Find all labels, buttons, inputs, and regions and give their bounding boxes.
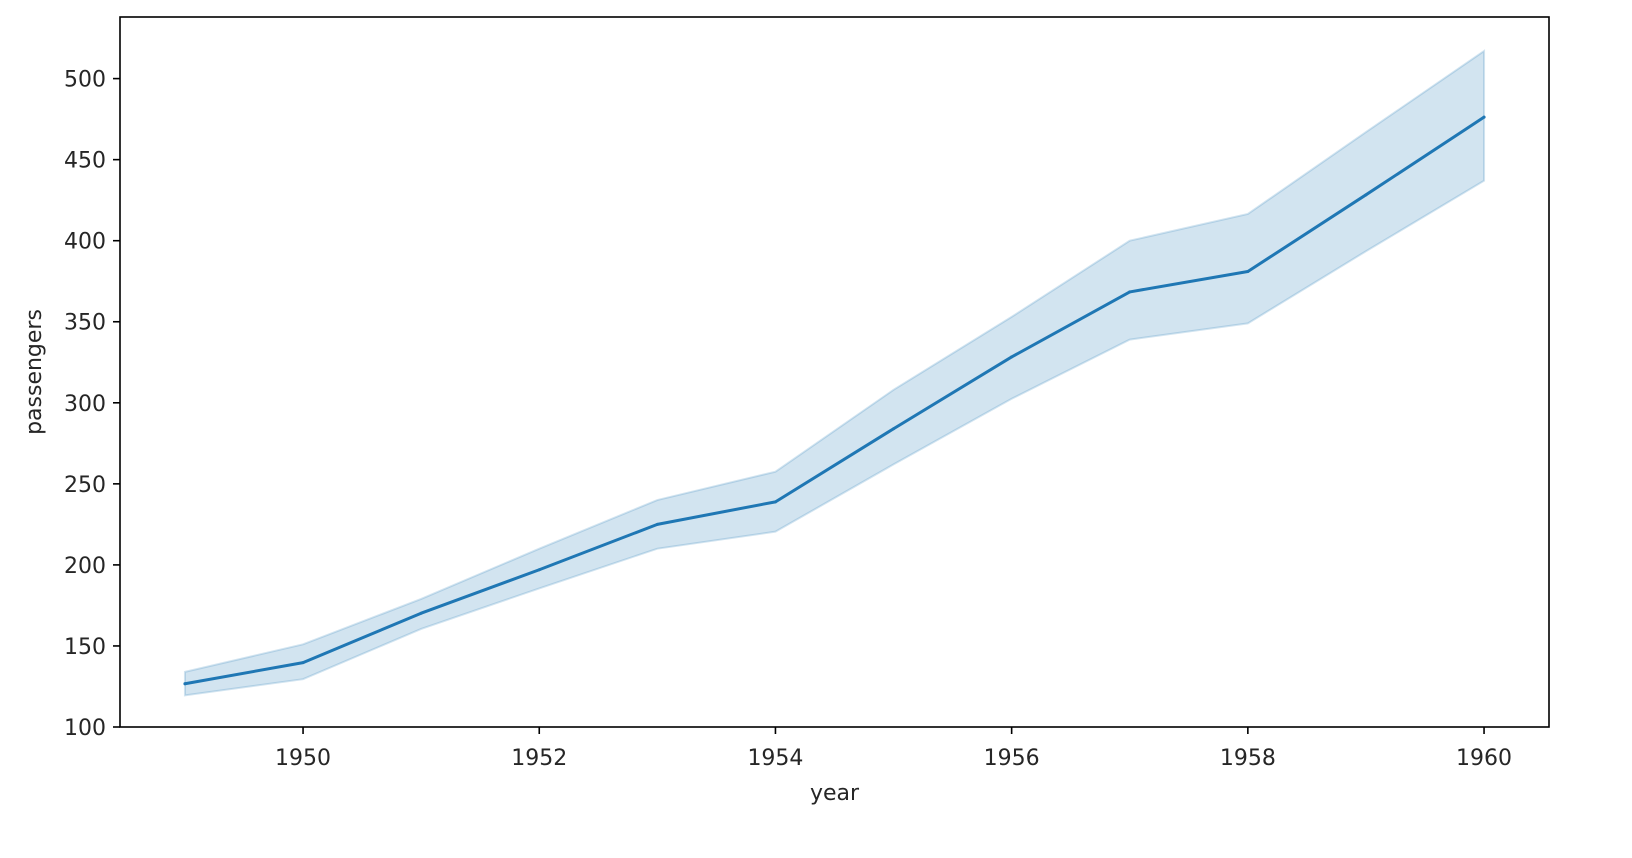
x-tick-label: 1956 [984,746,1040,771]
confidence-band [183,49,1486,697]
data-point [419,611,423,615]
data-point [1010,355,1014,359]
data-point [1482,115,1486,119]
data-point [183,682,187,686]
y-axis-ticks: 100 150 200 250 300 350 400 450 500 [64,68,120,741]
y-tick-label: 300 [64,392,106,417]
data-point [301,661,305,665]
data-point [1246,270,1250,273]
axes-frame [119,16,1550,728]
y-tick-label: 350 [64,311,106,336]
data-point [773,500,777,504]
series-line [183,115,1486,686]
y-tick-label: 250 [64,473,106,498]
y-tick-label: 100 [64,716,106,741]
plot-area [183,49,1486,697]
x-tick-label: 1954 [747,746,803,771]
data-point [537,568,541,572]
x-tick-label: 1958 [1220,746,1276,771]
x-tick-label: 1952 [511,746,567,771]
x-tick-label: 1960 [1456,746,1512,771]
y-tick-label: 200 [64,554,106,579]
y-axis-label: passengers [22,309,47,435]
y-tick-label: 450 [64,149,106,174]
data-point [655,522,659,526]
y-tick-label: 400 [64,230,106,255]
x-tick-label: 1950 [275,746,331,771]
data-point [1364,193,1368,197]
data-point [892,427,896,431]
data-point [1128,290,1132,294]
x-axis-label: year [810,781,860,806]
y-tick-label: 150 [64,635,106,660]
y-tick-label: 500 [64,68,106,93]
x-axis-ticks: 1950 1952 1954 1956 1958 1960 [275,727,1512,771]
